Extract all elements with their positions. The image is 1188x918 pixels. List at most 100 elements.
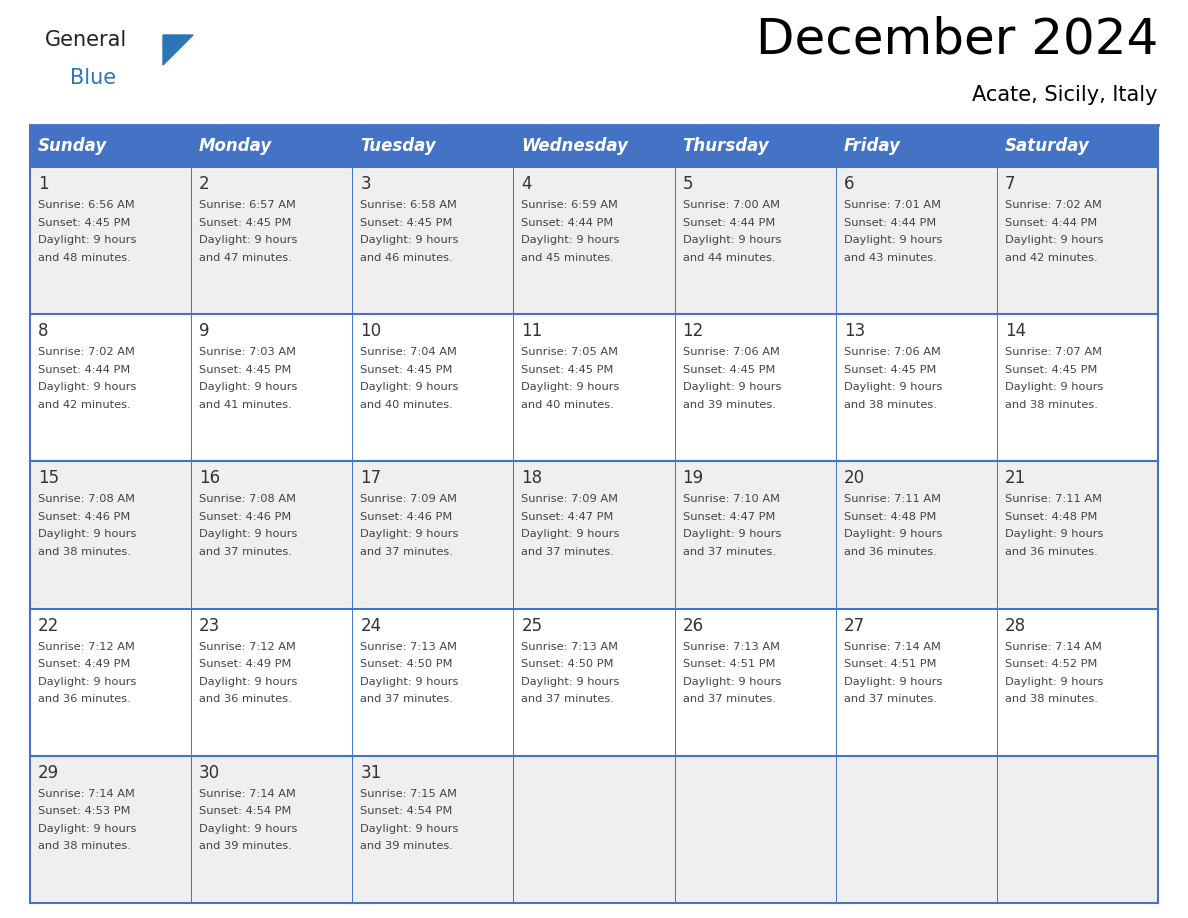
Bar <box>30 462 1158 609</box>
Text: Sunrise: 7:06 AM: Sunrise: 7:06 AM <box>843 347 941 357</box>
Text: Sunset: 4:54 PM: Sunset: 4:54 PM <box>360 806 453 816</box>
Text: 7: 7 <box>1005 175 1016 193</box>
Text: Daylight: 9 hours: Daylight: 9 hours <box>843 677 942 687</box>
Text: Blue: Blue <box>70 68 116 88</box>
Text: Friday: Friday <box>843 137 901 155</box>
Text: Sunset: 4:45 PM: Sunset: 4:45 PM <box>38 218 131 228</box>
Text: and 36 minutes.: and 36 minutes. <box>843 547 936 557</box>
Text: Sunset: 4:45 PM: Sunset: 4:45 PM <box>200 364 291 375</box>
Text: and 40 minutes.: and 40 minutes. <box>522 399 614 409</box>
Text: 11: 11 <box>522 322 543 341</box>
Text: 1: 1 <box>38 175 49 193</box>
Text: Daylight: 9 hours: Daylight: 9 hours <box>200 235 297 245</box>
Bar <box>513 125 675 167</box>
Text: Sunrise: 7:14 AM: Sunrise: 7:14 AM <box>38 789 135 799</box>
Text: Daylight: 9 hours: Daylight: 9 hours <box>38 235 137 245</box>
Text: Sunset: 4:48 PM: Sunset: 4:48 PM <box>1005 512 1098 522</box>
Text: Daylight: 9 hours: Daylight: 9 hours <box>360 382 459 392</box>
Text: Daylight: 9 hours: Daylight: 9 hours <box>1005 235 1104 245</box>
Bar <box>997 125 1158 167</box>
Text: Daylight: 9 hours: Daylight: 9 hours <box>1005 530 1104 540</box>
Text: Daylight: 9 hours: Daylight: 9 hours <box>360 235 459 245</box>
Text: Sunrise: 7:13 AM: Sunrise: 7:13 AM <box>360 642 457 652</box>
Text: 5: 5 <box>683 175 693 193</box>
Text: 12: 12 <box>683 322 703 341</box>
Text: Sunset: 4:45 PM: Sunset: 4:45 PM <box>200 218 291 228</box>
Text: Sunrise: 7:06 AM: Sunrise: 7:06 AM <box>683 347 779 357</box>
Text: Sunset: 4:46 PM: Sunset: 4:46 PM <box>38 512 131 522</box>
Text: 28: 28 <box>1005 617 1026 634</box>
Text: Sunset: 4:48 PM: Sunset: 4:48 PM <box>843 512 936 522</box>
Text: 2: 2 <box>200 175 210 193</box>
Text: Tuesday: Tuesday <box>360 137 436 155</box>
Bar <box>191 125 353 167</box>
Text: Monday: Monday <box>200 137 272 155</box>
Text: 30: 30 <box>200 764 220 782</box>
Text: Daylight: 9 hours: Daylight: 9 hours <box>843 382 942 392</box>
Text: Acate, Sicily, Italy: Acate, Sicily, Italy <box>973 85 1158 105</box>
Text: and 37 minutes.: and 37 minutes. <box>522 547 614 557</box>
Text: Sunset: 4:52 PM: Sunset: 4:52 PM <box>1005 659 1098 669</box>
Text: 31: 31 <box>360 764 381 782</box>
Text: Sunrise: 7:14 AM: Sunrise: 7:14 AM <box>843 642 941 652</box>
Text: Daylight: 9 hours: Daylight: 9 hours <box>843 530 942 540</box>
Text: Daylight: 9 hours: Daylight: 9 hours <box>522 530 620 540</box>
Text: Daylight: 9 hours: Daylight: 9 hours <box>683 530 781 540</box>
Text: Thursday: Thursday <box>683 137 770 155</box>
Text: and 38 minutes.: and 38 minutes. <box>843 399 936 409</box>
Text: and 36 minutes.: and 36 minutes. <box>1005 547 1098 557</box>
Text: Sunrise: 6:56 AM: Sunrise: 6:56 AM <box>38 200 134 210</box>
Text: Sunrise: 7:14 AM: Sunrise: 7:14 AM <box>200 789 296 799</box>
Text: and 38 minutes.: and 38 minutes. <box>38 547 131 557</box>
Text: Daylight: 9 hours: Daylight: 9 hours <box>200 677 297 687</box>
Text: Daylight: 9 hours: Daylight: 9 hours <box>1005 677 1104 687</box>
Text: Sunset: 4:45 PM: Sunset: 4:45 PM <box>360 218 453 228</box>
Text: and 37 minutes.: and 37 minutes. <box>683 694 776 704</box>
Bar <box>353 125 513 167</box>
Text: Sunset: 4:49 PM: Sunset: 4:49 PM <box>200 659 291 669</box>
Text: Sunrise: 7:03 AM: Sunrise: 7:03 AM <box>200 347 296 357</box>
Text: Wednesday: Wednesday <box>522 137 628 155</box>
Text: Saturday: Saturday <box>1005 137 1089 155</box>
Text: Daylight: 9 hours: Daylight: 9 hours <box>843 235 942 245</box>
Text: 19: 19 <box>683 469 703 487</box>
Text: and 37 minutes.: and 37 minutes. <box>522 694 614 704</box>
Text: Sunrise: 7:10 AM: Sunrise: 7:10 AM <box>683 495 779 504</box>
Text: Daylight: 9 hours: Daylight: 9 hours <box>683 382 781 392</box>
Text: and 36 minutes.: and 36 minutes. <box>200 694 292 704</box>
Bar <box>835 125 997 167</box>
Text: Sunrise: 7:08 AM: Sunrise: 7:08 AM <box>200 495 296 504</box>
Text: and 38 minutes.: and 38 minutes. <box>1005 694 1098 704</box>
Text: Sunrise: 7:12 AM: Sunrise: 7:12 AM <box>38 642 135 652</box>
Text: and 39 minutes.: and 39 minutes. <box>683 399 776 409</box>
Polygon shape <box>163 35 192 65</box>
Text: Sunset: 4:44 PM: Sunset: 4:44 PM <box>38 364 131 375</box>
Text: 21: 21 <box>1005 469 1026 487</box>
Text: Sunrise: 7:05 AM: Sunrise: 7:05 AM <box>522 347 619 357</box>
Text: 4: 4 <box>522 175 532 193</box>
Text: Daylight: 9 hours: Daylight: 9 hours <box>683 235 781 245</box>
Text: 17: 17 <box>360 469 381 487</box>
Text: Sunrise: 6:58 AM: Sunrise: 6:58 AM <box>360 200 457 210</box>
Text: 6: 6 <box>843 175 854 193</box>
Text: Sunrise: 6:57 AM: Sunrise: 6:57 AM <box>200 200 296 210</box>
Text: Daylight: 9 hours: Daylight: 9 hours <box>1005 382 1104 392</box>
Text: Sunset: 4:46 PM: Sunset: 4:46 PM <box>360 512 453 522</box>
Text: and 39 minutes.: and 39 minutes. <box>200 841 292 851</box>
Text: Sunrise: 7:04 AM: Sunrise: 7:04 AM <box>360 347 457 357</box>
Bar <box>675 125 835 167</box>
Text: Daylight: 9 hours: Daylight: 9 hours <box>360 823 459 834</box>
Text: 3: 3 <box>360 175 371 193</box>
Text: 9: 9 <box>200 322 209 341</box>
Bar <box>30 314 1158 462</box>
Text: Sunrise: 7:08 AM: Sunrise: 7:08 AM <box>38 495 135 504</box>
Bar <box>30 125 191 167</box>
Text: Daylight: 9 hours: Daylight: 9 hours <box>38 677 137 687</box>
Text: Sunrise: 7:09 AM: Sunrise: 7:09 AM <box>522 495 619 504</box>
Text: 29: 29 <box>38 764 59 782</box>
Text: Sunset: 4:44 PM: Sunset: 4:44 PM <box>683 218 775 228</box>
Text: Sunrise: 7:02 AM: Sunrise: 7:02 AM <box>1005 200 1101 210</box>
Text: Sunset: 4:47 PM: Sunset: 4:47 PM <box>522 512 614 522</box>
Text: Sunset: 4:47 PM: Sunset: 4:47 PM <box>683 512 775 522</box>
Text: 15: 15 <box>38 469 59 487</box>
